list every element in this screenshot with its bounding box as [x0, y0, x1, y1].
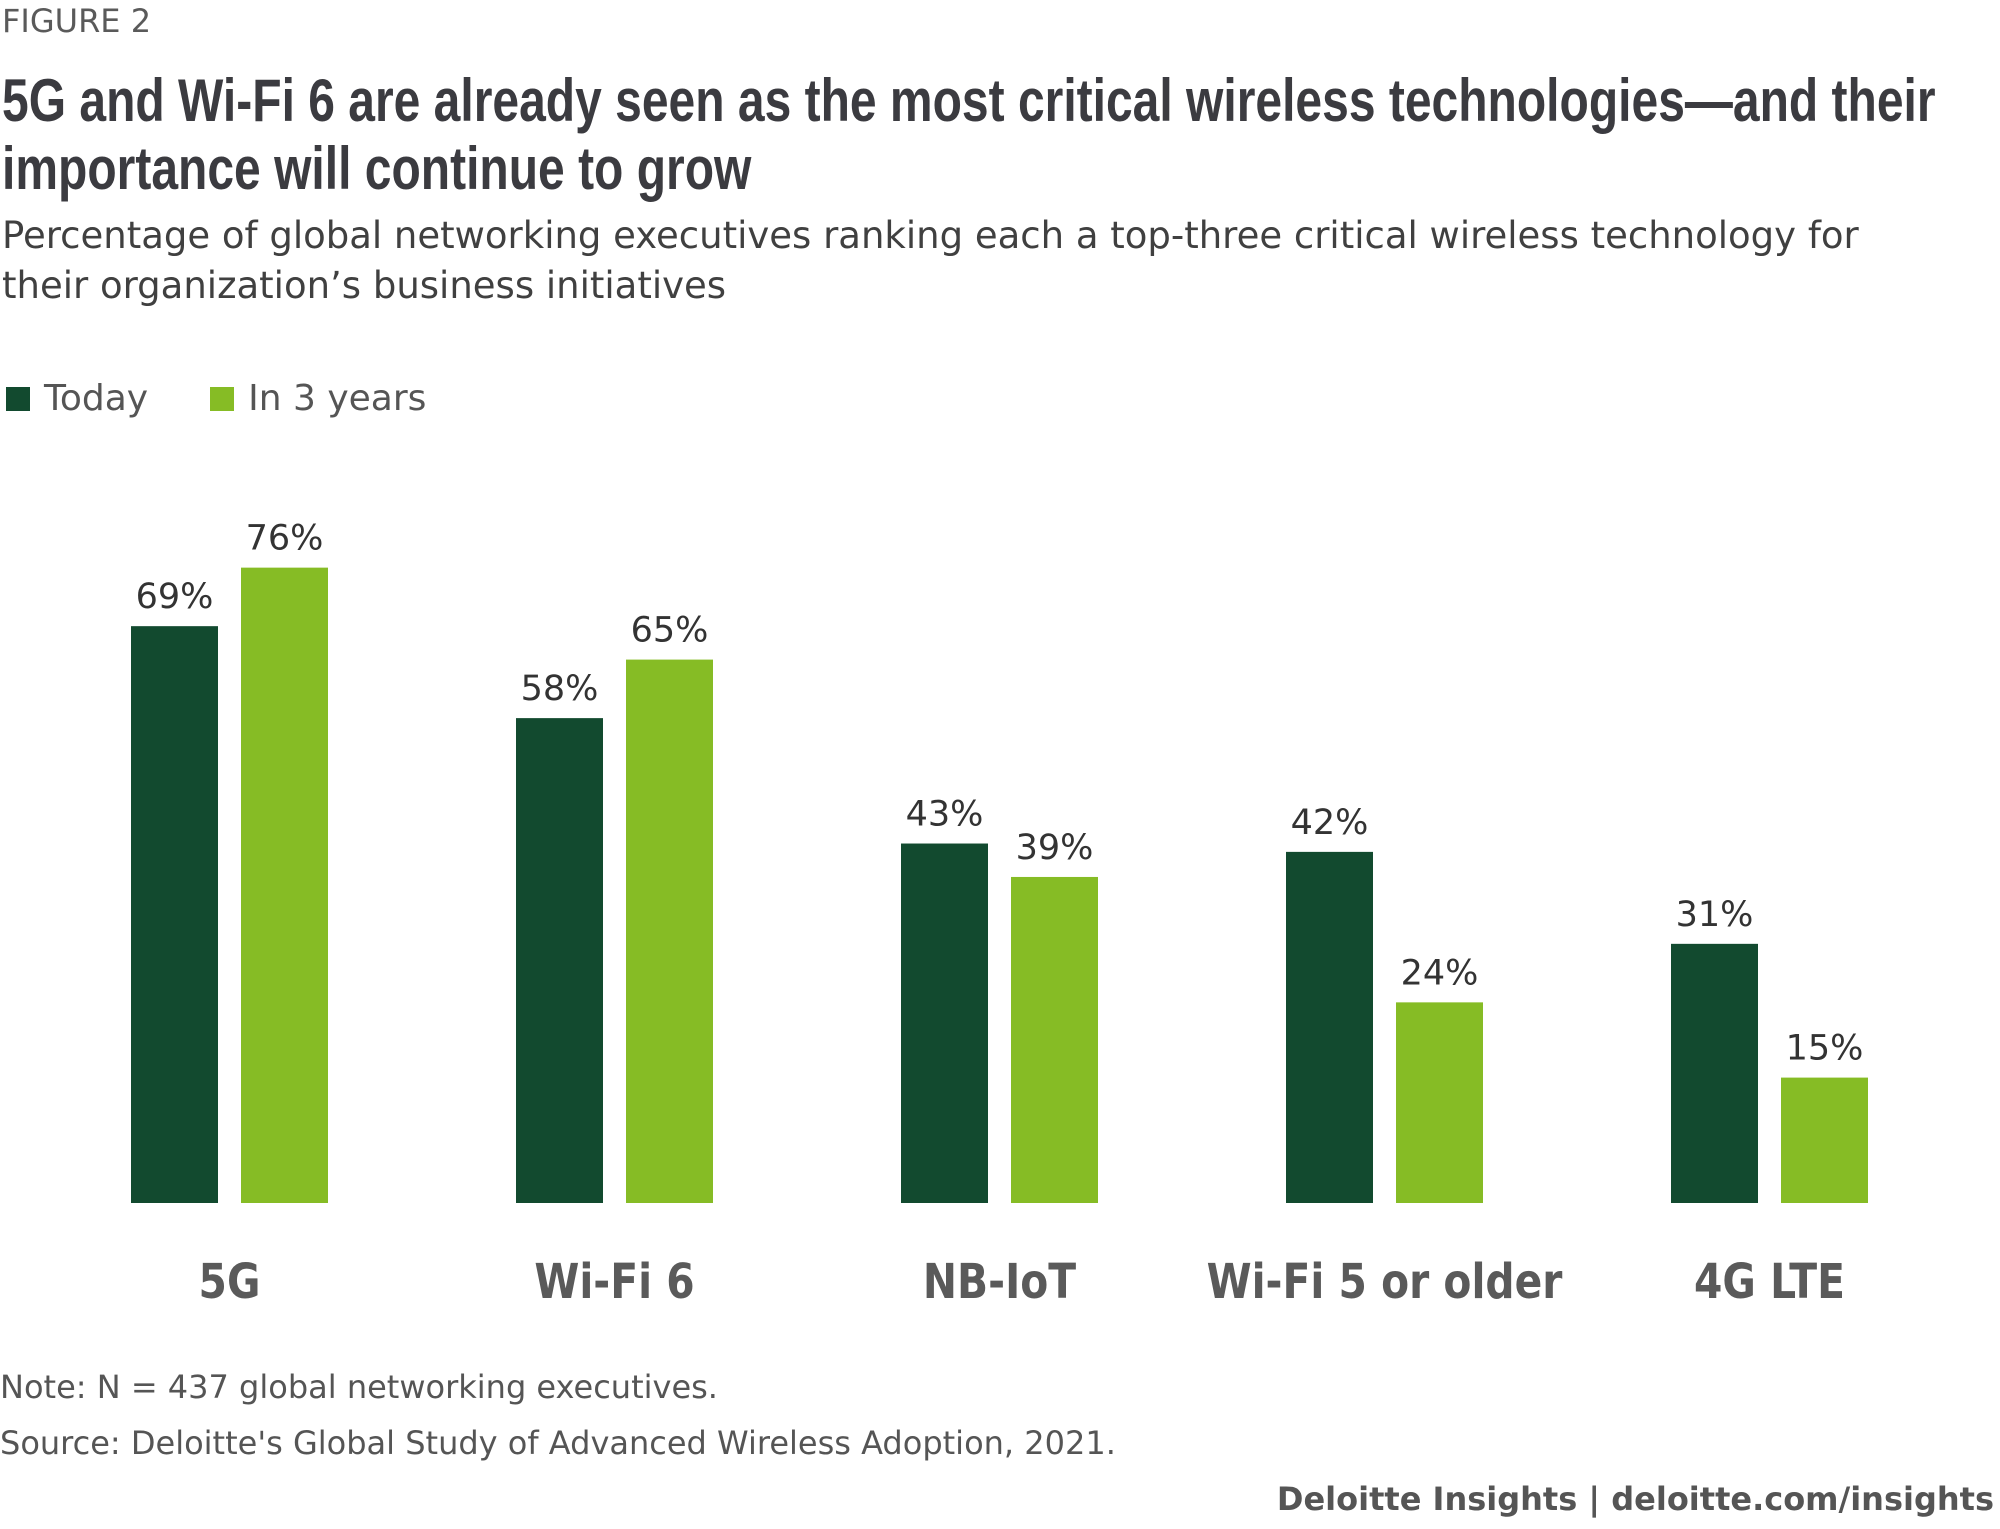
- chart-subtitle-line-2: their organization’s business initiative…: [2, 264, 727, 307]
- bar-in-3-years: [1396, 1002, 1483, 1203]
- data-label-in-3-years: 15%: [1786, 1029, 1864, 1069]
- category-label: 4G LTE: [1694, 1254, 1845, 1310]
- chart-source: Source: Deloitte's Global Study of Advan…: [0, 1424, 1116, 1462]
- legend-item-in-3-years: In 3 years: [210, 378, 426, 419]
- category-label: NB-IoT: [923, 1254, 1077, 1310]
- bar-today: [1286, 851, 1373, 1203]
- bar-in-3-years: [626, 659, 713, 1203]
- legend: Today In 3 years: [6, 378, 488, 419]
- legend-label-today: Today: [44, 378, 149, 419]
- bar-in-3-years: [241, 567, 328, 1203]
- data-label-today: 31%: [1676, 895, 1754, 935]
- figure-label: FIGURE 2: [2, 2, 152, 40]
- data-label-today: 42%: [1291, 803, 1369, 843]
- bar-today: [1671, 943, 1758, 1203]
- bar-today: [516, 718, 603, 1203]
- bar-in-3-years: [1011, 876, 1098, 1203]
- chart-title-line-1: 5G and Wi-Fi 6 are already seen as the m…: [2, 67, 1936, 134]
- chart-subtitle-line-1: Percentage of global networking executiv…: [2, 214, 1859, 257]
- bar-in-3-years: [1781, 1077, 1868, 1203]
- category-label: Wi-Fi 6: [534, 1254, 694, 1310]
- category-label: Wi-Fi 5 or older: [1207, 1254, 1563, 1310]
- data-label-in-3-years: 24%: [1401, 953, 1479, 993]
- brand-credit: Deloitte Insights | deloitte.com/insight…: [1276, 1480, 1994, 1518]
- legend-item-today: Today: [6, 378, 148, 419]
- bar-today: [131, 626, 218, 1203]
- legend-swatch-in-3-years: [210, 386, 235, 411]
- data-label-today: 69%: [136, 577, 214, 617]
- legend-swatch-today: [6, 386, 30, 411]
- data-label-today: 43%: [906, 795, 984, 835]
- chart-title-line-2: importance will continue to grow: [2, 135, 752, 202]
- data-label-today: 58%: [521, 669, 599, 709]
- chart-note: Note: N = 437 global networking executiv…: [0, 1368, 718, 1406]
- legend-label-in-3-years: In 3 years: [248, 378, 427, 419]
- bar-chart: 69% 76% 5G 58% 65% Wi-Fi 6 43% 39% NB-IoT 42% 24% W…: [131, 519, 1868, 1310]
- category-label: 5G: [199, 1254, 261, 1310]
- bar-today: [901, 843, 988, 1203]
- data-label-in-3-years: 76%: [246, 519, 324, 559]
- data-label-in-3-years: 39%: [1016, 828, 1094, 868]
- data-label-in-3-years: 65%: [631, 611, 709, 651]
